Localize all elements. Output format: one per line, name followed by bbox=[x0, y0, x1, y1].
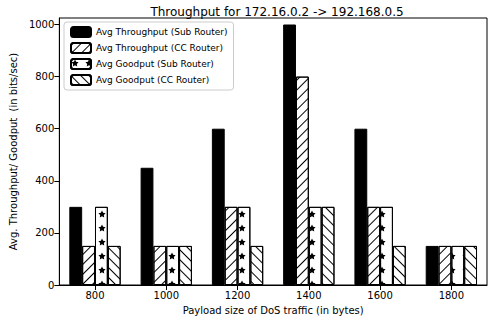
svg-text:Throughput for 172.16.0.2 -> 1: Throughput for 172.16.0.2 -> 192.168.0.5 bbox=[149, 5, 403, 19]
svg-text:0: 0 bbox=[48, 280, 54, 291]
svg-text:Avg Goodput (CC Router): Avg Goodput (CC Router) bbox=[96, 75, 209, 85]
svg-text:1200: 1200 bbox=[225, 290, 250, 301]
svg-text:400: 400 bbox=[35, 175, 54, 186]
svg-text:800: 800 bbox=[35, 71, 54, 82]
svg-text:600: 600 bbox=[35, 123, 54, 134]
svg-text:Avg. Throughput/ Goodput (in: Avg. Throughput/ Goodput (in bits/sec) bbox=[8, 53, 19, 250]
svg-text:Avg Throughput (CC Router): Avg Throughput (CC Router) bbox=[96, 43, 223, 53]
svg-text:200: 200 bbox=[35, 227, 54, 238]
svg-text:1400: 1400 bbox=[296, 290, 321, 301]
svg-text:1800: 1800 bbox=[439, 290, 464, 301]
svg-text:Avg Goodput (Sub Router): Avg Goodput (Sub Router) bbox=[96, 59, 214, 69]
svg-text:800: 800 bbox=[85, 290, 104, 301]
svg-text:1000: 1000 bbox=[154, 290, 179, 301]
svg-text:1000: 1000 bbox=[29, 19, 54, 30]
svg-text:1600: 1600 bbox=[367, 290, 392, 301]
svg-text:Payload size of DoS traffic (i: Payload size of DoS traffic (in bytes) bbox=[183, 305, 364, 316]
svg-text:Avg Throughput (Sub Router): Avg Throughput (Sub Router) bbox=[96, 27, 228, 37]
